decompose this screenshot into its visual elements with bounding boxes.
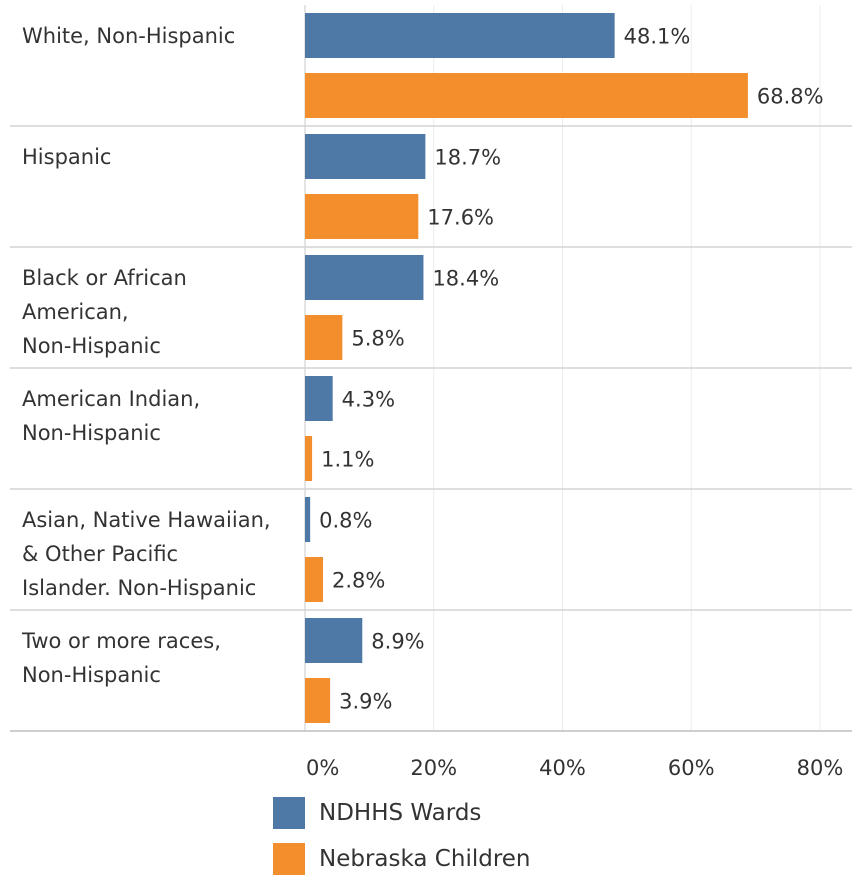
category-label-line: Non-Hispanic xyxy=(22,663,161,687)
category-label-line: Non-Hispanic xyxy=(22,334,161,358)
value-label-ndhhs-wards-0: 48.1% xyxy=(624,25,691,49)
x-tick-label-1: 20% xyxy=(410,756,457,780)
value-label-ndhhs-wards-1: 18.7% xyxy=(434,146,501,170)
category-label-line: Non-Hispanic xyxy=(22,421,161,445)
value-label-nebraska-children-0: 68.8% xyxy=(757,85,824,109)
x-tick-label-4: 80% xyxy=(797,756,844,780)
legend-swatch-ndhhs-wards xyxy=(273,797,305,829)
bar-ndhhs-wards-2 xyxy=(305,255,424,300)
x-tick-label-3: 60% xyxy=(668,756,715,780)
legend-item-ndhhs-wards: NDHHS Wards xyxy=(273,790,531,836)
value-label-nebraska-children-4: 2.8% xyxy=(332,569,385,593)
legend-item-nebraska-children: Nebraska Children xyxy=(273,836,531,882)
x-tick-label-2: 40% xyxy=(539,756,586,780)
legend-label-ndhhs-wards: NDHHS Wards xyxy=(319,800,482,826)
value-label-ndhhs-wards-3: 4.3% xyxy=(342,388,395,412)
legend: NDHHS Wards Nebraska Children xyxy=(273,790,531,882)
value-label-ndhhs-wards-2: 18.4% xyxy=(432,267,499,291)
category-label-line: White, Non-Hispanic xyxy=(22,24,236,48)
legend-label-nebraska-children: Nebraska Children xyxy=(319,846,531,872)
bar-ndhhs-wards-5 xyxy=(305,618,363,663)
value-label-nebraska-children-3: 1.1% xyxy=(321,448,374,472)
category-label-line: Islander. Non-Hispanic xyxy=(22,576,257,600)
category-label-line: & Other Pacific xyxy=(22,542,179,566)
bar-nebraska-children-3 xyxy=(305,436,313,481)
legend-swatch-nebraska-children xyxy=(273,843,305,875)
category-label-3: American Indian, Non-Hispanic xyxy=(22,382,302,450)
bar-nebraska-children-0 xyxy=(305,73,748,118)
value-label-nebraska-children-5: 3.9% xyxy=(339,690,392,714)
bar-nebraska-children-1 xyxy=(305,194,419,239)
bar-ndhhs-wards-3 xyxy=(305,376,333,421)
category-label-line: Hispanic xyxy=(22,145,112,169)
value-label-nebraska-children-2: 5.8% xyxy=(351,327,404,351)
category-label-4: Asian, Native Hawaiian, & Other Pacific Is… xyxy=(22,503,302,605)
bar-ndhhs-wards-4 xyxy=(305,497,311,542)
value-label-nebraska-children-1: 17.6% xyxy=(427,206,494,230)
category-label-line: American Indian, xyxy=(22,387,201,411)
category-label-line: Asian, Native Hawaiian, xyxy=(22,508,271,532)
category-label-0: White, Non-Hispanic xyxy=(22,19,302,53)
bar-nebraska-children-2 xyxy=(305,315,343,360)
bar-nebraska-children-4 xyxy=(305,557,324,602)
category-label-1: Hispanic xyxy=(22,140,302,174)
category-label-line: American, xyxy=(22,300,129,324)
value-label-ndhhs-wards-5: 8.9% xyxy=(371,630,424,654)
bar-nebraska-children-5 xyxy=(305,678,331,723)
x-tick-label-0: 0% xyxy=(306,756,339,780)
category-label-line: Black or African xyxy=(22,266,187,290)
bar-ndhhs-wards-0 xyxy=(305,13,615,58)
category-label-line: Two or more races, xyxy=(22,629,221,653)
category-label-2: Black or African American, Non-Hispanic xyxy=(22,261,302,363)
category-label-5: Two or more races, Non-Hispanic xyxy=(22,624,302,692)
value-label-ndhhs-wards-4: 0.8% xyxy=(319,509,372,533)
bar-ndhhs-wards-1 xyxy=(305,134,426,179)
